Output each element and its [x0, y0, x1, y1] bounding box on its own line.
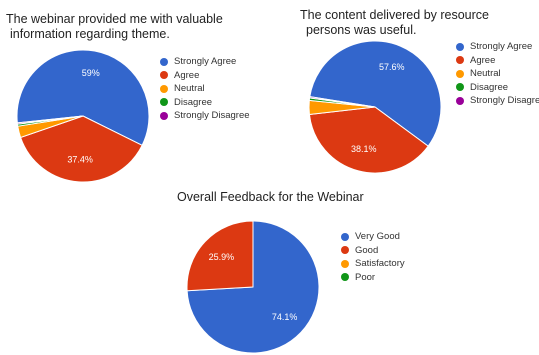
slice-data-label: 59%: [82, 68, 100, 78]
legend-item: Satisfactory: [341, 257, 405, 271]
chart-title: The content delivered by resource persons…: [300, 8, 489, 38]
legend-label: Neutral: [174, 83, 205, 95]
legend-item: Very Good: [341, 230, 405, 244]
legend-swatch: [160, 71, 168, 80]
chart-legend: Strongly Agree Agree Neutral Disagree Strong…: [456, 40, 539, 108]
legend-label: Disagree: [470, 81, 509, 93]
legend-item: Agree: [160, 69, 250, 83]
legend-swatch: [341, 259, 349, 268]
slice-data-label: 57.6%: [379, 62, 405, 72]
pie-chart: 74.1% 25.9%: [186, 220, 320, 354]
legend-label: Very Good: [355, 231, 400, 243]
legend-item: Neutral: [160, 82, 250, 96]
pie-slice-agree: [19, 115, 143, 183]
chart-title-line: persons was useful.: [306, 23, 417, 37]
legend-swatch: [456, 69, 464, 78]
legend-swatch: [456, 96, 464, 105]
legend-label: Agree: [174, 69, 200, 81]
pie-slice-strongly-agree: [309, 40, 442, 147]
legend-swatch: [456, 56, 464, 65]
legend-swatch: [160, 111, 168, 120]
legend-item: Agree: [456, 54, 539, 68]
pie-slice-good: [186, 220, 254, 292]
legend-item: Strongly Disagree: [456, 94, 539, 108]
legend-swatch: [456, 83, 464, 92]
pie-slice-strongly-agree: [16, 49, 150, 147]
chart-legend: Strongly Agree Agree Neutral Disagree Strong…: [160, 55, 250, 123]
legend-label: Satisfactory: [355, 258, 405, 270]
chart-title: Overall Feedback for the Webinar: [177, 190, 364, 205]
legend-label: Strongly Agree: [470, 41, 533, 53]
legend-item: Poor: [341, 271, 405, 285]
pie-slice-strongly-disagree: [16, 115, 84, 125]
legend-swatch: [160, 84, 168, 93]
legend-label: Disagree: [174, 96, 213, 108]
legend-item: Neutral: [456, 67, 539, 81]
legend-swatch: [456, 42, 464, 51]
chart-legend: Very Good Good Satisfactory Poor: [341, 230, 405, 284]
chart-title-line: information regarding theme.: [10, 27, 170, 41]
legend-label: Strongly Disagree: [470, 95, 539, 107]
legend-label: Agree: [470, 54, 496, 66]
legend-swatch: [341, 273, 349, 282]
legend-swatch: [341, 232, 349, 241]
chart-title-line: The webinar provided me with valuable: [6, 12, 223, 26]
legend-item: Good: [341, 244, 405, 258]
legend-item: Strongly Disagree: [160, 109, 250, 123]
legend-item: Strongly Agree: [456, 40, 539, 54]
chart-title: The webinar provided me with valuable inf…: [6, 12, 223, 42]
legend-label: Strongly Agree: [174, 56, 237, 68]
pie-slice-agree: [308, 106, 429, 174]
slice-data-label: 38.1%: [351, 144, 377, 154]
pie-chart: 59% 37.4%: [16, 49, 150, 183]
chart-title-line: Overall Feedback for the Webinar: [177, 190, 364, 204]
legend-label: Poor: [355, 271, 376, 283]
slice-data-label: 25.9%: [209, 252, 235, 262]
slice-data-label: 74.1%: [272, 312, 298, 322]
legend-item: Strongly Agree: [160, 55, 250, 69]
legend-label: Strongly Disagree: [174, 110, 250, 122]
chart-title-line: The content delivered by resource: [300, 8, 489, 22]
pie-slice-strongly-disagree: [309, 96, 376, 108]
legend-swatch: [160, 57, 168, 66]
legend-swatch: [341, 246, 349, 255]
legend-item: Disagree: [160, 96, 250, 110]
legend-item: Disagree: [456, 81, 539, 95]
legend-label: Good: [355, 244, 379, 256]
pie-chart: 57.6% 38.1%: [308, 40, 442, 174]
slice-data-label: 37.4%: [67, 154, 93, 164]
legend-label: Neutral: [470, 68, 501, 80]
legend-swatch: [160, 98, 168, 107]
